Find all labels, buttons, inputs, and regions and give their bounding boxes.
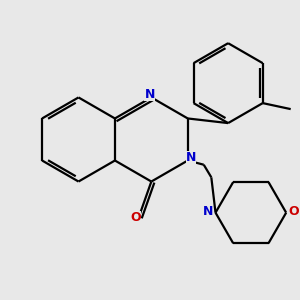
Text: N: N <box>186 152 196 164</box>
Text: N: N <box>203 205 213 218</box>
Text: N: N <box>145 88 155 100</box>
Text: O: O <box>288 205 299 218</box>
Text: O: O <box>130 211 141 224</box>
